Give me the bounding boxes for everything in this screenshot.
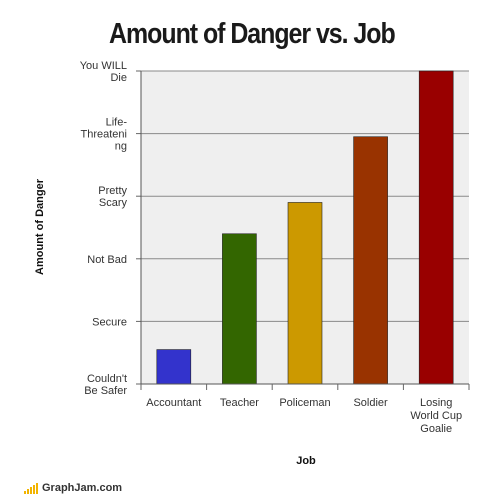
x-tick-label: Losing World Cup Goalie — [410, 397, 462, 435]
chart-title: Amount of Danger vs. Job — [109, 18, 396, 50]
y-tick-label: Not Bad — [87, 254, 127, 266]
footer-brand: GraphJam.com — [42, 482, 123, 494]
bar-logo-icon — [24, 483, 39, 494]
x-axis-title: Job — [296, 455, 316, 467]
y-tick-label: Couldn't Be Safer — [84, 373, 127, 397]
x-tick-label: Accountant — [146, 397, 201, 409]
bar — [353, 136, 388, 385]
y-tick-label: Pretty Scary — [98, 185, 127, 209]
x-tick-label: Soldier — [353, 397, 388, 409]
bar — [287, 202, 323, 385]
bar — [418, 70, 454, 385]
y-tick-label: You WILL Die — [80, 60, 127, 84]
bar — [156, 349, 192, 385]
x-tick-label: Policeman — [279, 397, 330, 409]
x-tick-label: Teacher — [220, 397, 259, 409]
y-tick-label: Life-Threateni ng — [81, 117, 128, 153]
y-axis-title: Amount of Danger — [34, 178, 46, 275]
y-tick-label: Secure — [92, 316, 127, 328]
bar — [222, 233, 257, 385]
graphjam-logo: GraphJam.com — [24, 482, 122, 494]
